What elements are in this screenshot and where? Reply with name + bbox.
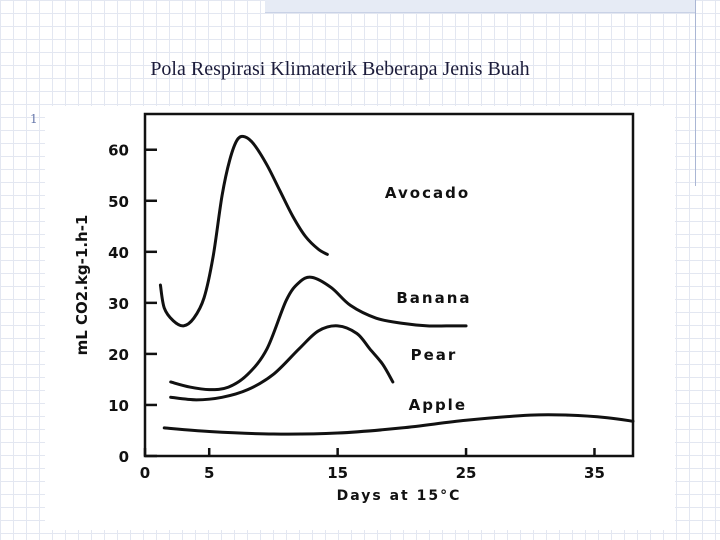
- series-label-banana: Banana: [396, 289, 471, 307]
- series-line-avocado: [158, 134, 329, 328]
- y-tick-label: 40: [108, 244, 129, 262]
- y-tick-label: 30: [108, 295, 129, 313]
- x-tick-label: 35: [584, 464, 605, 482]
- plot-frame: [143, 112, 635, 458]
- series-label-pear: Pear: [411, 346, 458, 364]
- x-tick-label: 5: [204, 464, 214, 482]
- y-tick-label: 50: [108, 193, 129, 211]
- x-axis-label: Days at 15°C: [337, 488, 462, 504]
- y-axis-label: mL CO2.kg-1.h-1: [73, 215, 91, 356]
- slide-title: Pola Respirasi Klimaterik Beberapa Jenis…: [150, 58, 530, 80]
- x-tick-label: 25: [456, 464, 477, 482]
- chart-panel: 0 10 20 30 40 50 60 0 5 15 25 35 Days at 15°C mL CO2.…: [45, 106, 675, 530]
- slide-side-mark: 1: [30, 112, 38, 126]
- y-tick-label: 60: [108, 142, 129, 160]
- series-line-pear: [169, 324, 395, 402]
- series-label-avocado: Avocado: [385, 184, 470, 202]
- y-tick-label: 20: [108, 346, 129, 364]
- slide-edge-rule: [695, 0, 696, 186]
- y-tick-label: 0: [119, 448, 129, 466]
- x-tick-label: 0: [140, 464, 150, 482]
- x-tick-label: 15: [327, 464, 348, 482]
- respiration-chart: 0 10 20 30 40 50 60 0 5 15 25 35 Days at 15°C mL CO2.…: [73, 112, 635, 504]
- y-tick-label: 10: [108, 397, 129, 415]
- series-line-apple: [162, 413, 635, 436]
- series-line-banana: [169, 275, 468, 392]
- header-band: [265, 0, 695, 13]
- series-label-apple: Apple: [409, 396, 467, 414]
